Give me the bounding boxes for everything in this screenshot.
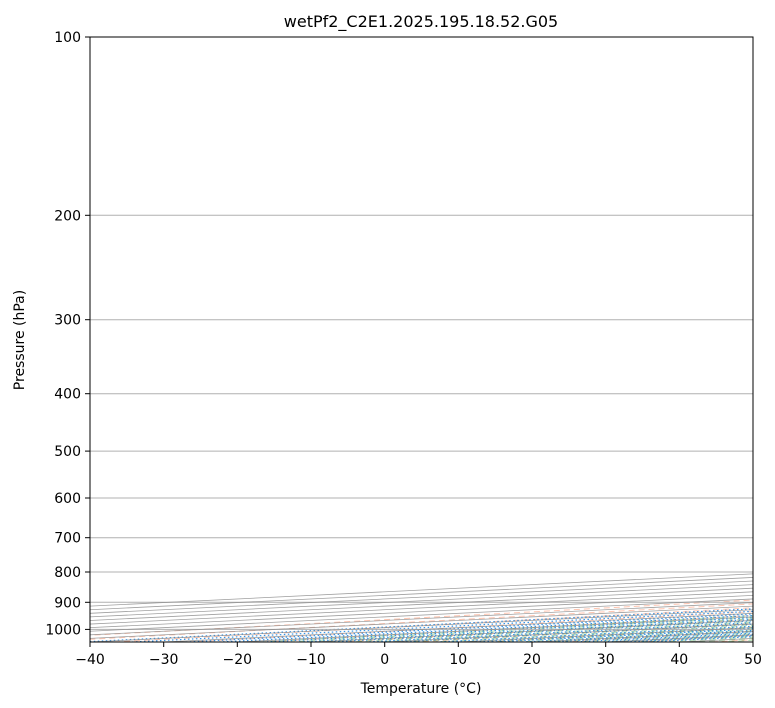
x-tick-label: 50: [744, 652, 762, 668]
mixing-ratio-line: [90, 608, 753, 642]
y-axis: 100 200 300 400 500 600 700 800 900 1000: [45, 30, 90, 638]
y-tick-label: 300: [54, 313, 81, 329]
x-axis: −40 −30 −20 −10 0 10 20 30 40 50: [75, 642, 762, 668]
y-tick-label: 600: [54, 491, 81, 507]
y-tick-label: 100: [54, 30, 81, 46]
y-tick-label: 500: [54, 444, 81, 460]
mixing-ratio-line: [131, 610, 753, 642]
x-tick-label: 40: [670, 652, 688, 668]
x-axis-title: Temperature (°C): [360, 681, 482, 697]
y-axis-title: Pressure (hPa): [12, 290, 28, 390]
x-tick-label: 30: [597, 652, 615, 668]
y-tick-label: 400: [54, 387, 81, 403]
plot-area: [90, 37, 753, 642]
x-tick-label: −30: [149, 652, 179, 668]
x-tick-label: 0: [380, 652, 389, 668]
y-tick-label: 700: [54, 531, 81, 547]
x-tick-label: 20: [523, 652, 541, 668]
mixing-ratio-line: [185, 613, 753, 642]
y-tick-label: 800: [54, 565, 81, 581]
chart-title: wetPf2_C2E1.2025.195.18.52.G05: [284, 12, 558, 32]
x-tick-label: −40: [75, 652, 105, 668]
y-tick-label: 200: [54, 208, 81, 224]
y-tick-label: 1000: [45, 622, 81, 638]
background-lines: [90, 599, 753, 642]
x-tick-label: 10: [449, 652, 467, 668]
x-tick-label: −20: [223, 652, 253, 668]
plot-frame: [89, 36, 754, 643]
y-tick-label: 900: [54, 595, 81, 611]
x-tick-label: −10: [296, 652, 326, 668]
